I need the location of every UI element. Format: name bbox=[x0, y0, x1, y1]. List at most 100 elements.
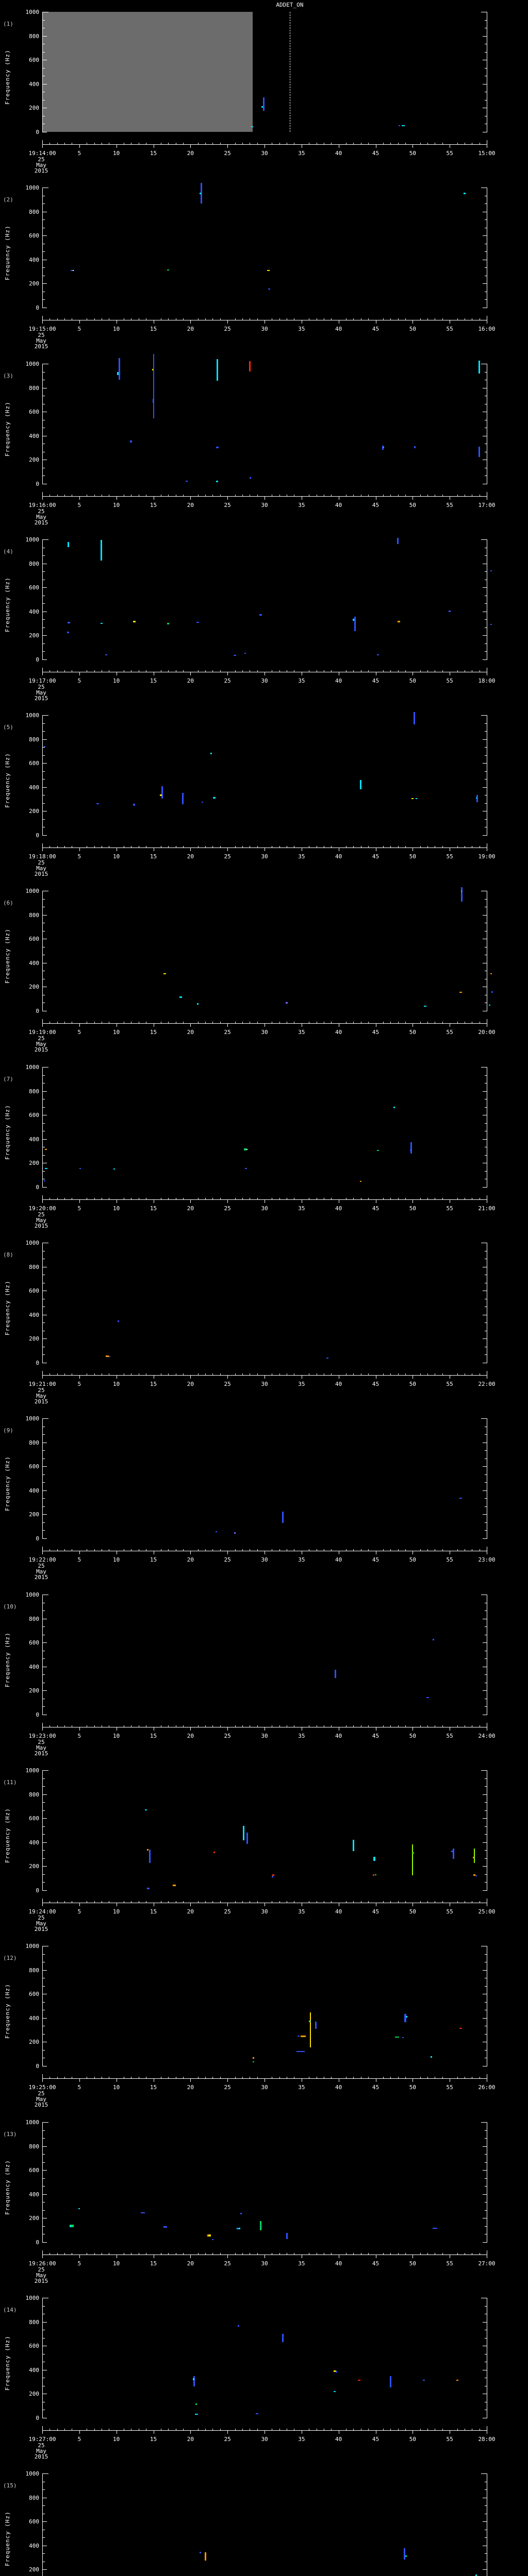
y-minor-tick bbox=[43, 899, 45, 900]
y-minor-tick bbox=[43, 747, 45, 748]
spectrogram-panel-12: (12) Frequency (Hz) 1000 800 600 400 200 0 19:25… bbox=[0, 1934, 528, 2110]
x-tick-label: 35 bbox=[298, 150, 305, 157]
x-major-tick bbox=[79, 145, 80, 148]
y-minor-tick bbox=[43, 2226, 45, 2227]
x-tick-label: 55 bbox=[446, 150, 453, 157]
x-axis-date-line: 2015 bbox=[34, 1398, 48, 1405]
y-major-tick bbox=[483, 1187, 487, 1188]
x-axis-date-line: 25 bbox=[38, 1914, 45, 1921]
x-minor-tick bbox=[427, 1198, 428, 1199]
detection-mark bbox=[146, 1849, 148, 1851]
spectrogram-panel-5: (5) Frequency (Hz) 1000 800 600 400 200 0 19:18:… bbox=[0, 703, 528, 879]
detection-mark bbox=[68, 621, 71, 623]
detection-mark bbox=[141, 2212, 145, 2214]
y-tick-label: 1000 bbox=[25, 1064, 40, 1071]
y-major-tick bbox=[483, 2569, 487, 2570]
spectrogram-panel-7: (7) Frequency (Hz) 1000 800 600 400 200 0 19:20:… bbox=[0, 1055, 528, 1231]
x-minor-tick bbox=[405, 2077, 406, 2078]
y-minor-tick bbox=[43, 1874, 45, 1875]
detection-mark bbox=[376, 654, 379, 655]
y-minor-tick bbox=[485, 2178, 487, 2179]
y-minor-tick bbox=[485, 555, 487, 556]
y-major-tick bbox=[483, 739, 487, 740]
x-minor-tick bbox=[235, 2429, 236, 2430]
detection-mark bbox=[252, 2061, 254, 2062]
x-major-tick bbox=[79, 320, 80, 324]
y-major-tick bbox=[483, 1514, 487, 1515]
y-major-tick bbox=[43, 914, 47, 916]
x-axis-date-line: 2015 bbox=[34, 1574, 48, 1581]
x-major-tick bbox=[227, 1551, 228, 1554]
x-major-tick bbox=[412, 497, 414, 500]
spectrogram-panel-10: (10) Frequency (Hz) 1000 800 600 400 200 0 19:23… bbox=[0, 1583, 528, 1758]
x-minor-tick bbox=[64, 2429, 65, 2430]
y-minor-tick bbox=[43, 1786, 45, 1787]
x-minor-tick bbox=[390, 1374, 391, 1375]
detection-mark bbox=[296, 2051, 305, 2053]
x-minor-tick bbox=[405, 495, 406, 496]
x-minor-tick bbox=[331, 1374, 332, 1375]
y-tick-label: 200 bbox=[29, 1511, 39, 1518]
x-tick-label: 5 bbox=[77, 326, 81, 332]
y-major-tick bbox=[483, 2321, 487, 2323]
x-minor-tick bbox=[398, 1198, 399, 1199]
x-axis-line bbox=[42, 1023, 487, 1024]
x-minor-tick bbox=[57, 1198, 58, 1199]
y-minor-tick bbox=[43, 1826, 45, 1827]
x-major-tick bbox=[79, 1727, 80, 1731]
y-axis-left bbox=[42, 2298, 43, 2418]
x-minor-tick bbox=[212, 1901, 213, 1903]
x-minor-tick bbox=[205, 1725, 206, 1727]
x-tick-label: 25 bbox=[224, 853, 231, 860]
detection-mark bbox=[67, 541, 69, 547]
x-minor-tick bbox=[242, 670, 243, 672]
x-axis-line bbox=[42, 2078, 487, 2079]
y-tick-label: 1000 bbox=[25, 184, 40, 191]
x-minor-tick bbox=[420, 1901, 421, 1903]
detection-mark bbox=[261, 2225, 262, 2229]
y-tick-label: 600 bbox=[29, 1991, 39, 1998]
x-major-tick bbox=[412, 672, 414, 675]
x-minor-tick bbox=[420, 1725, 421, 1727]
x-major-tick bbox=[227, 2431, 228, 2434]
y-minor-tick bbox=[43, 299, 45, 300]
detection-mark bbox=[117, 371, 119, 375]
detection-mark bbox=[196, 621, 200, 623]
x-end-time-label: 24:00 bbox=[478, 1733, 496, 1739]
x-tick-label: 25 bbox=[224, 326, 231, 332]
x-minor-tick bbox=[257, 318, 258, 320]
x-minor-tick bbox=[331, 1901, 332, 1903]
x-minor-tick bbox=[442, 670, 443, 672]
y-minor-tick bbox=[485, 1171, 487, 1172]
x-tick-label: 10 bbox=[113, 677, 120, 684]
y-tick-label: 200 bbox=[29, 2039, 39, 2046]
x-minor-tick bbox=[398, 318, 399, 320]
x-minor-tick bbox=[427, 2429, 428, 2430]
x-major-tick bbox=[412, 2079, 414, 2082]
detection-mark bbox=[373, 1856, 375, 1861]
x-axis-cap bbox=[42, 1723, 43, 1727]
y-axis-title: Frequency (Hz) bbox=[4, 2511, 11, 2567]
x-end-time-label: 27:00 bbox=[478, 2260, 496, 2267]
y-minor-tick bbox=[485, 1498, 487, 1499]
y-minor-tick bbox=[485, 1434, 487, 1435]
x-axis-cap bbox=[42, 492, 43, 496]
x-minor-tick bbox=[368, 670, 369, 672]
panel-index-label: (1) bbox=[3, 21, 13, 27]
detection-mark bbox=[240, 2212, 242, 2214]
x-minor-tick bbox=[183, 1198, 184, 1199]
x-tick-label: 55 bbox=[446, 2260, 453, 2267]
y-tick-label: 800 bbox=[29, 1088, 39, 1095]
x-minor-tick bbox=[383, 2253, 384, 2255]
x-axis-line bbox=[42, 1375, 487, 1376]
y-minor-tick bbox=[485, 2505, 487, 2506]
x-tick-label: 45 bbox=[372, 150, 380, 157]
x-minor-tick bbox=[398, 846, 399, 848]
detection-mark bbox=[473, 1874, 475, 1876]
x-minor-tick bbox=[212, 1374, 213, 1375]
x-tick-label: 5 bbox=[77, 2260, 81, 2267]
y-minor-tick bbox=[43, 1075, 45, 1076]
x-tick-label: 25 bbox=[224, 2260, 231, 2267]
x-minor-tick bbox=[57, 1901, 58, 1903]
y-major-tick bbox=[43, 539, 47, 540]
